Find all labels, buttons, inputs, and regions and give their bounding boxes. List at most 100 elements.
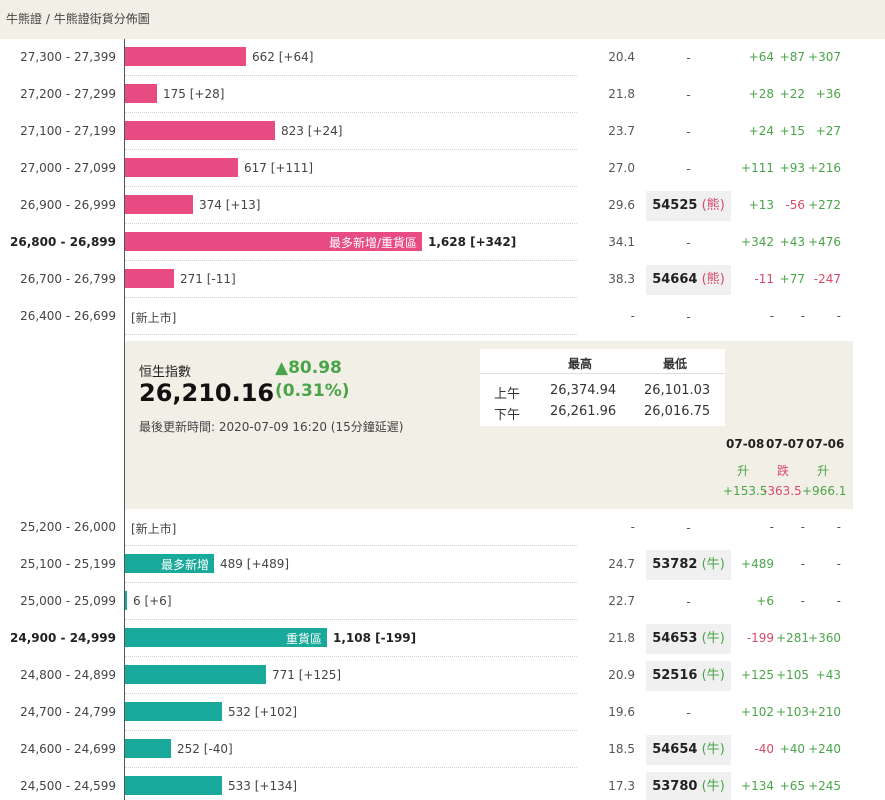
price-range: 24,500 - 24,599 [20,779,116,793]
change-day-2: +22 [779,87,805,101]
warrant-code-cell[interactable]: 52516 (牛) [646,661,731,691]
warrant-code[interactable]: 54654 [652,742,698,757]
warrant-code-cell[interactable]: 54654 (牛) [646,735,731,765]
change-day-3: - [836,520,841,534]
change-day-2: +65 [779,779,805,793]
warrant-code-cell[interactable]: 54653 (牛) [646,624,731,654]
change-day-1: +6 [756,594,774,608]
warrant-code[interactable]: 52516 [652,668,698,683]
empty-dash: - [686,125,691,139]
distribution-row: 24,800 - 24,899 771 [+125] 20.9 52516 (牛) +1… [0,657,885,694]
empty-dash: - [686,310,691,324]
bear-volume-bar[interactable] [125,232,422,251]
price-range: 26,900 - 26,999 [20,198,116,212]
warrant-type: (牛) [701,742,725,757]
breadcrumb-root-link[interactable]: 牛熊證 [6,12,43,26]
volume-label: 1,108 [-199] [333,631,417,645]
bull-volume-bar[interactable] [125,739,171,758]
price-range: 27,100 - 27,199 [20,124,116,138]
index-change: ▲80.98 [275,358,342,378]
change-day-2: - [800,594,805,608]
bear-volume-bar[interactable] [125,195,193,214]
history-value: -363.5 [763,484,802,498]
percent-value: 27.0 [608,161,635,175]
empty-dash: - [686,162,691,176]
bull-volume-bar[interactable] [125,776,222,795]
row-divider [125,656,577,657]
percent-value: 20.4 [608,50,635,64]
change-day-1: +28 [748,87,774,101]
bear-volume-bar[interactable] [125,158,238,177]
history-date: 07-07 [766,437,805,451]
warrant-code-cell: - [646,228,731,258]
bull-volume-bar[interactable] [125,628,327,647]
warrant-code[interactable]: 54664 [652,272,698,287]
bear-volume-bar[interactable] [125,47,246,66]
change-day-1: +489 [741,557,774,571]
row-divider [125,260,577,261]
row-divider [125,730,577,731]
percent-value: 24.7 [608,557,635,571]
percent-value: 38.3 [608,272,635,286]
bear-volume-bar[interactable] [125,269,174,288]
change-day-3: +210 [808,705,841,719]
percent-value: 23.7 [608,124,635,138]
warrant-code[interactable]: 53780 [652,779,698,794]
breadcrumb-current: 牛熊證街貨分佈圖 [53,12,150,26]
pm-label: 下午 [494,408,521,423]
price-range: 24,900 - 24,999 [10,631,116,645]
volume-label: 617 [+111] [244,161,314,175]
distribution-row: 27,000 - 27,099 617 [+111] 27.0 - +111 +93 +21… [0,150,885,187]
warrant-code[interactable]: 54653 [652,631,698,646]
change-day-2: +77 [779,272,805,286]
change-day-1: - [769,309,774,323]
bear-volume-bar[interactable] [125,84,157,103]
percent-value: 19.6 [608,705,635,719]
bull-volume-bar[interactable] [125,554,214,573]
distribution-row: 27,300 - 27,399 662 [+64] 20.4 - +64 +87 +307 [0,39,885,76]
header-high: 最高 [568,357,593,371]
change-day-3: +43 [815,668,841,682]
price-range: 25,000 - 25,099 [20,594,116,608]
row-divider [125,223,577,224]
warrant-code-cell[interactable]: 53780 (牛) [646,772,731,800]
warrant-type: (牛) [701,779,725,794]
bull-volume-bar[interactable] [125,665,266,684]
volume-label: 252 [-40] [177,742,233,756]
percent-value: 21.8 [608,87,635,101]
warrant-code[interactable]: 53782 [652,557,698,572]
distribution-row: 26,700 - 26,799 271 [-11] 38.3 54664 (熊) -11… [0,261,885,298]
price-range: 25,200 - 26,000 [20,520,116,534]
change-day-2: +40 [779,742,805,756]
warrant-code-cell[interactable]: 54525 (熊) [646,191,731,221]
history-direction: 升 [737,464,750,478]
warrant-code-cell: - [646,117,731,147]
warrant-code-cell[interactable]: 53782 (牛) [646,550,731,580]
history-date: 07-08 [726,437,765,451]
warrant-type-text: 牛 [706,631,720,646]
volume-label: 175 [+28] [163,87,225,101]
warrant-code-cell[interactable]: 54664 (熊) [646,265,731,295]
change-day-2: +15 [779,124,805,138]
index-name: 恒生指數 [139,365,192,380]
bear-volume-bar[interactable] [125,121,275,140]
bull-volume-bar[interactable] [125,591,127,610]
percent-value: 17.3 [608,779,635,793]
warrant-type: (牛) [701,668,725,683]
distribution-row: 26,900 - 26,999 374 [+13] 29.6 54525 (熊) +13… [0,187,885,224]
volume-label: 823 [+24] [281,124,343,138]
warrant-code-cell: - [646,154,731,184]
warrant-code[interactable]: 54525 [652,198,698,213]
warrant-type: (牛) [701,631,725,646]
header-low: 最低 [663,357,688,371]
change-day-1: -11 [754,272,774,286]
breadcrumb: 牛熊證 / 牛熊證街貨分佈圖 [6,10,150,27]
index-value: 26,210.16 [139,379,275,407]
change-day-2: - [800,520,805,534]
volume-label: 271 [-11] [180,272,236,286]
change-day-1: -40 [754,742,774,756]
bar-tag: 最多新增 [161,558,210,572]
pm-low: 26,016.75 [644,404,711,419]
bull-volume-bar[interactable] [125,702,222,721]
history-value: +153.5 [723,484,768,498]
